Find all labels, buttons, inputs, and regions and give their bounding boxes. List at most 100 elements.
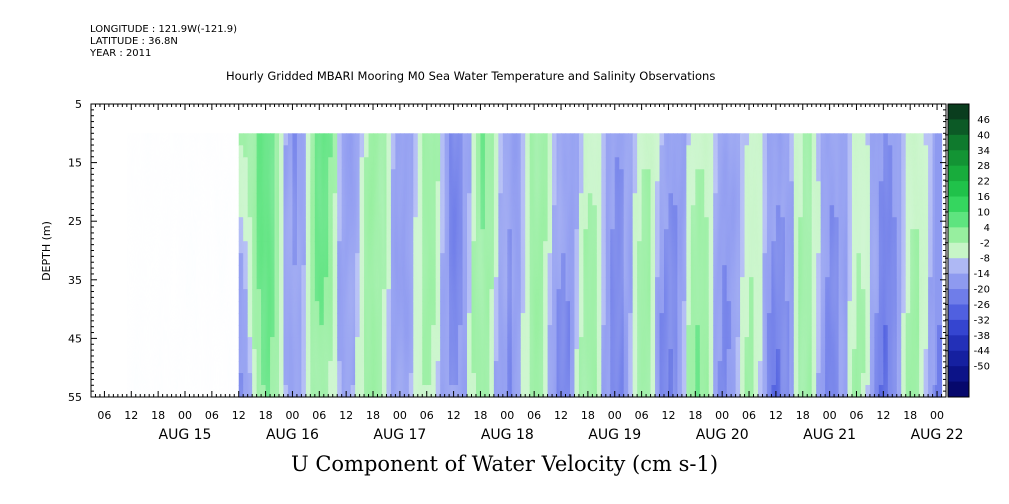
heatmap-cell bbox=[932, 229, 938, 242]
x-tick-label: 06 bbox=[205, 409, 219, 422]
heatmap-cell bbox=[932, 337, 938, 350]
x-tick-label: 18 bbox=[581, 409, 595, 422]
x-tick-label: 06 bbox=[527, 409, 541, 422]
x-day-label: AUG 19 bbox=[588, 427, 641, 443]
heatmap-cell bbox=[932, 385, 938, 398]
colorbar-swatch bbox=[948, 335, 969, 352]
x-tick-label: 12 bbox=[124, 409, 138, 422]
axes: 06 12 18 00 06 12 18 00 06 12 18 00 06 12 18 00 06 12 18 00… bbox=[68, 98, 964, 443]
heatmap-cell bbox=[932, 205, 938, 218]
heatmap-cell bbox=[932, 313, 938, 326]
heatmap-cell bbox=[937, 193, 943, 206]
heatmap-cell bbox=[932, 349, 938, 362]
x-tick-label: 06 bbox=[742, 409, 756, 422]
x-day-label: AUG 22 bbox=[911, 427, 964, 443]
heatmap-cell bbox=[932, 145, 938, 158]
colorbar-label: 10 bbox=[977, 207, 990, 218]
y-tick-label: 5 bbox=[75, 98, 82, 111]
y-tick-label: 35 bbox=[68, 274, 82, 287]
x-tick-label: 06 bbox=[420, 409, 434, 422]
x-tick-label: 12 bbox=[769, 409, 783, 422]
heatmap-cell bbox=[932, 289, 938, 302]
heatmap-cell bbox=[937, 289, 943, 302]
year-label: YEAR : 2011 bbox=[90, 48, 152, 59]
colorbar-swatch bbox=[948, 165, 969, 182]
x-tick-label: 00 bbox=[500, 409, 514, 422]
colorbar-swatch bbox=[948, 119, 969, 136]
y-tick-label: 15 bbox=[68, 157, 82, 170]
colorbar-label: -20 bbox=[974, 285, 990, 296]
colorbar-swatch bbox=[948, 366, 969, 383]
heatmap-cell bbox=[937, 169, 943, 182]
x-tick-label: 00 bbox=[178, 409, 192, 422]
heatmap-cell bbox=[932, 265, 938, 278]
heatmap-cell bbox=[937, 205, 943, 218]
heatmap-cell bbox=[932, 361, 938, 374]
colorbar-label: 22 bbox=[977, 177, 990, 188]
x-tick-label: 18 bbox=[151, 409, 165, 422]
colorbar-label: 16 bbox=[977, 192, 990, 203]
colorbar-swatch bbox=[948, 211, 969, 228]
colorbar-label: 46 bbox=[977, 115, 990, 126]
x-tick-label: 12 bbox=[554, 409, 568, 422]
x-day-label: AUG 21 bbox=[803, 427, 856, 443]
x-tick-label: 12 bbox=[339, 409, 353, 422]
heatmap-cell bbox=[932, 217, 938, 230]
colorbar-swatch bbox=[948, 150, 969, 167]
colorbar-swatch bbox=[948, 134, 969, 151]
colorbar-frame bbox=[947, 103, 970, 398]
colorbar-label: -8 bbox=[980, 254, 990, 265]
heatmap-cell bbox=[932, 169, 938, 182]
colorbar-swatch bbox=[948, 242, 969, 259]
heatmap-cell bbox=[937, 349, 943, 362]
heatmap-cell bbox=[937, 229, 943, 242]
colorbar-label: 40 bbox=[977, 130, 990, 141]
heatmap-cell bbox=[932, 181, 938, 194]
heatmap-cell bbox=[937, 301, 943, 314]
heatmap-cell bbox=[937, 373, 943, 386]
colorbar-swatch bbox=[948, 258, 969, 275]
colorbar-label: 28 bbox=[977, 161, 990, 172]
colorbar-swatch bbox=[948, 104, 969, 120]
heatmap-cell bbox=[937, 133, 943, 146]
x-day-label: AUG 20 bbox=[696, 427, 749, 443]
x-tick-label: 12 bbox=[447, 409, 461, 422]
heatmap-cell bbox=[932, 277, 938, 290]
heatmap-cell bbox=[932, 157, 938, 170]
x-tick-label: 06 bbox=[635, 409, 649, 422]
heatmap-cell bbox=[932, 241, 938, 254]
colorbar-label: -44 bbox=[974, 346, 990, 357]
x-tick-label: 12 bbox=[661, 409, 675, 422]
x-axis-label: U Component of Water Velocity (cm s-1) bbox=[290, 452, 719, 476]
colorbar-label: -14 bbox=[974, 269, 990, 280]
x-day-label: AUG 16 bbox=[266, 427, 319, 443]
colorbar-swatch bbox=[948, 381, 969, 398]
x-day-label: AUG 17 bbox=[373, 427, 426, 443]
x-tick-label: 00 bbox=[930, 409, 944, 422]
colorbar-swatch bbox=[948, 350, 969, 367]
x-tick-label: 18 bbox=[903, 409, 917, 422]
x-tick-label: 18 bbox=[473, 409, 487, 422]
heatmap-cell bbox=[937, 385, 943, 398]
longitude-label: LONGITUDE : 121.9W(-121.9) bbox=[90, 24, 237, 35]
x-day-label: AUG 18 bbox=[481, 427, 534, 443]
colorbar-label: -38 bbox=[974, 331, 990, 342]
x-tick-label: 18 bbox=[796, 409, 810, 422]
x-tick-label: 00 bbox=[608, 409, 622, 422]
colorbar-label: -2 bbox=[980, 238, 990, 249]
colorbar-swatch bbox=[948, 319, 969, 336]
heatmap-cell bbox=[937, 265, 943, 278]
colorbar-swatch bbox=[948, 181, 969, 198]
x-tick-label: 18 bbox=[259, 409, 273, 422]
heatmap-cell bbox=[932, 373, 938, 386]
colorbar: 46 40 34 28 22 16 10 4 -2 -8 -14 -20 -26 -32 -38 -44 -50 bbox=[945, 103, 990, 398]
colorbar-swatch bbox=[948, 289, 969, 305]
heatmap-cell bbox=[937, 337, 943, 350]
heatmap-cell bbox=[937, 217, 943, 230]
colorbar-label: -50 bbox=[974, 362, 990, 373]
x-tick-label: 00 bbox=[823, 409, 837, 422]
x-tick-label: 06 bbox=[849, 409, 863, 422]
colorbar-label: 34 bbox=[977, 146, 990, 157]
x-tick-label: 00 bbox=[285, 409, 299, 422]
